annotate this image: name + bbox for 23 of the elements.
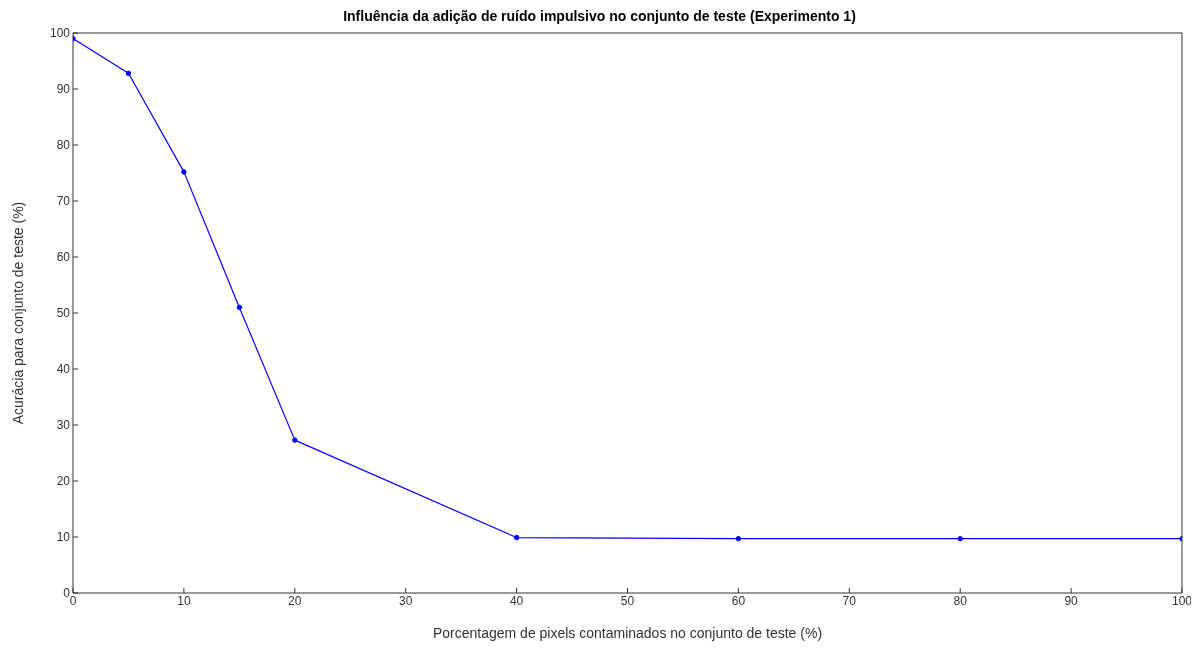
x-tick-label: 40 <box>509 593 524 608</box>
y-tick-label: 60 <box>56 250 71 265</box>
x-tick-label: 100 <box>1171 593 1193 608</box>
x-tick-label: 20 <box>288 593 302 608</box>
y-tick-label: 70 <box>56 194 71 209</box>
y-tick-label: 10 <box>56 530 71 545</box>
x-axis-title: Porcentagem de pixels contaminados no conjunto de teste (%) <box>432 625 823 641</box>
y-tick-label: 40 <box>56 362 71 377</box>
x-tick-label: 80 <box>953 593 968 608</box>
y-axis-title: Acurácia para conjunto de teste (%) <box>9 201 26 425</box>
x-tick-label: 50 <box>620 593 635 608</box>
y-tick-label: 100 <box>49 26 71 41</box>
x-tick-label: 10 <box>177 593 191 608</box>
chart-title: Influência da adição de ruído impulsivo no conjunto de teste (Experimento 1) <box>342 8 857 26</box>
y-tick-label: 80 <box>56 138 71 153</box>
x-tick-label: 60 <box>731 593 746 608</box>
y-tick-label: 90 <box>56 82 71 97</box>
x-tick-label: 70 <box>842 593 857 608</box>
x-tick-label: 30 <box>399 593 413 608</box>
y-tick-label: 30 <box>56 418 71 433</box>
y-tick-label: 50 <box>56 306 71 321</box>
y-tick-label: 20 <box>56 474 71 489</box>
x-tick-label: 90 <box>1064 593 1079 608</box>
